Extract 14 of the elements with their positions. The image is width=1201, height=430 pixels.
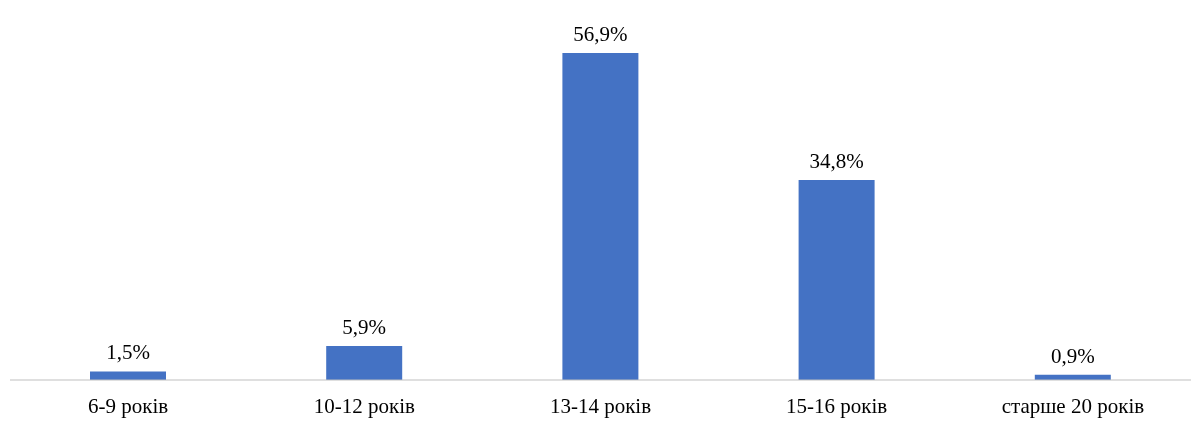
data-label: 1,5%: [106, 340, 150, 365]
bar: [562, 53, 639, 380]
x-tick-label: 13-14 років: [549, 393, 652, 418]
data-label: 56,9%: [573, 22, 628, 46]
data-label: 0,9%: [1050, 343, 1095, 368]
x-tick-label: старше 20 років: [1001, 393, 1145, 418]
x-tick-label: 15-16 років: [786, 393, 888, 418]
bar: [326, 346, 403, 380]
data-label: 34,8%: [809, 149, 864, 174]
x-tick-label: 10-12 років: [313, 393, 415, 418]
bar: [798, 180, 875, 380]
bar: [90, 371, 166, 380]
x-tick-label: 6-9 років: [88, 393, 169, 418]
data-label: 5,9%: [342, 315, 387, 340]
